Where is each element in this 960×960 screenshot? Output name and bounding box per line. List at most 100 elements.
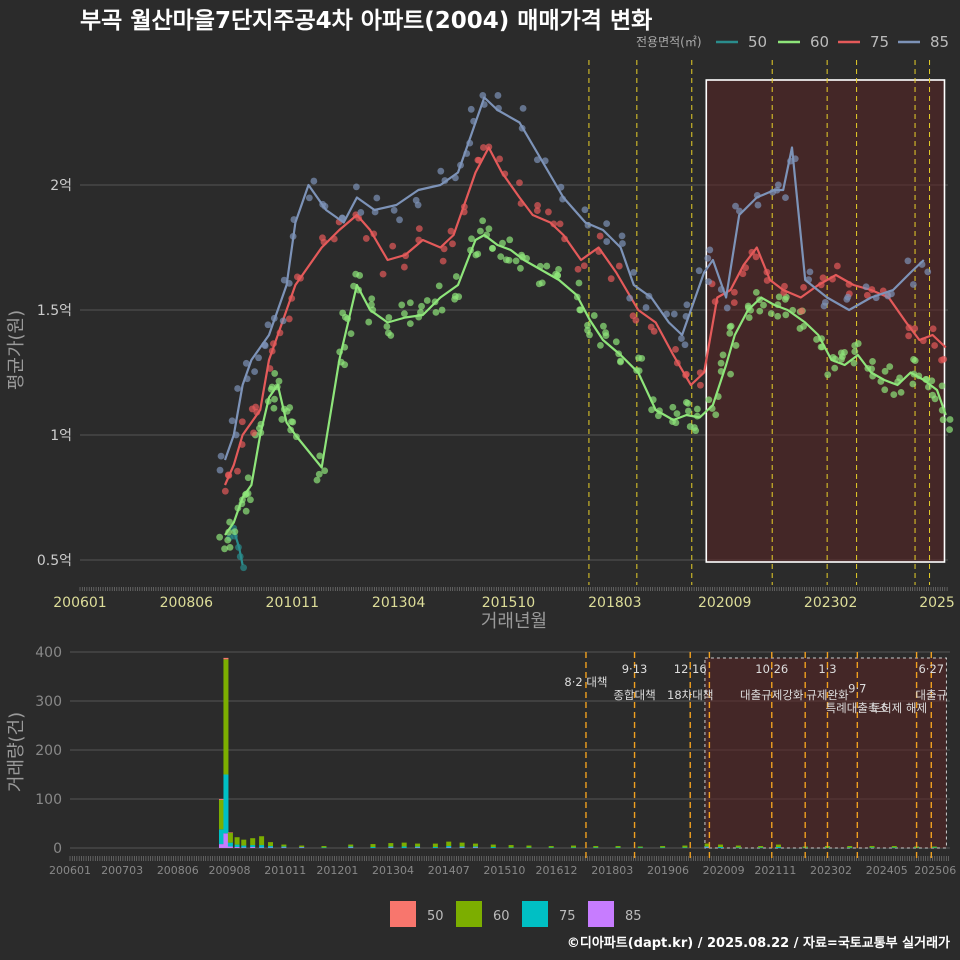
volume-bar-75 [508, 847, 514, 849]
price-scatter-point-85 [705, 278, 712, 286]
price-scatter-point-75 [863, 291, 871, 299]
volume-bar-75 [268, 846, 274, 848]
price-x-tick-label: 201510 [482, 595, 535, 611]
price-scatter-point-60 [881, 367, 889, 375]
volume-bar-60 [259, 836, 265, 846]
price-scatter-point-75 [439, 257, 447, 265]
price-scatter-point-60 [224, 536, 232, 544]
volume-bar-75 [459, 846, 465, 848]
volume-bar-60 [223, 659, 229, 775]
volume-bar-60 [370, 844, 376, 848]
price-scatter-point-60 [451, 292, 459, 300]
price-scatter-point-60 [886, 363, 894, 371]
volume-bar-75 [218, 829, 224, 845]
volume-bar-75 [241, 845, 247, 848]
price-scatter-point-75 [647, 323, 655, 331]
volume-x-tick-label: 202111 [754, 864, 796, 877]
volume-bar-75 [847, 847, 853, 849]
price-scatter-point-60 [226, 518, 234, 526]
price-scatter-point-75 [496, 155, 504, 163]
price-scatter-point-60 [576, 306, 584, 314]
volume-y-tick-label: 200 [35, 743, 62, 759]
price-scatter-point-75 [362, 235, 370, 242]
price-scatter-point-85 [706, 246, 714, 254]
volume-bar-75 [490, 847, 496, 848]
price-scatter-point-60 [775, 293, 783, 301]
price-scatter-point-85 [519, 104, 527, 112]
price-scatter-point-60 [406, 320, 414, 328]
legend-title: 전용면적(㎡) [636, 35, 702, 49]
price-scatter-point-60 [231, 528, 239, 536]
price-scatter-point-75 [234, 467, 241, 475]
volume-bar-85 [348, 847, 354, 849]
price-scatter-point-60 [813, 336, 820, 343]
price-scatter-point-60 [432, 308, 440, 316]
price-scatter-point-75 [819, 274, 827, 282]
volume-bar-75 [415, 846, 421, 848]
price-scatter-point-85 [806, 268, 814, 276]
volume-x-tick-label: 202405 [866, 864, 908, 877]
volume-bar-85 [259, 847, 265, 849]
price-scatter-point-85 [704, 254, 712, 262]
price-scatter-point-60 [452, 273, 460, 280]
price-scatter-point-85 [533, 156, 541, 164]
price-scatter-point-85 [683, 301, 691, 309]
price-scatter-point-75 [389, 242, 397, 250]
price-scatter-point-60 [760, 301, 767, 309]
price-scatter-point-60 [401, 310, 408, 318]
price-scatter-point-60 [727, 322, 735, 330]
price-scatter-point-85 [821, 298, 829, 306]
volume-bar-75 [548, 847, 554, 849]
price-scatter-point-85 [603, 220, 611, 228]
price-scatter-point-85 [695, 267, 703, 275]
volume-bar-75 [259, 845, 265, 848]
price-scatter-point-75 [731, 288, 738, 296]
volume-bar-60 [718, 844, 724, 848]
price-scatter-point-60 [385, 329, 392, 337]
price-scatter-point-85 [467, 105, 475, 113]
volume-bar-60 [250, 838, 256, 846]
price-scatter-point-60 [672, 419, 680, 427]
volume-bar-60 [299, 845, 305, 848]
legend-label-60: 60 [810, 33, 829, 51]
price-x-tick-label: 201304 [372, 595, 426, 611]
price-x-tick-label: 202302 [804, 595, 857, 611]
price-scatter-point-60 [244, 474, 252, 482]
volume-bar-85 [234, 847, 240, 848]
price-scatter-point-60 [781, 296, 789, 303]
volume-bar-75 [615, 847, 621, 849]
price-scatter-point-60 [597, 341, 604, 349]
policy-annotation: 1·3 [818, 662, 836, 676]
price-scatter-point-60 [368, 301, 375, 309]
price-x-tick-label: 202009 [698, 595, 751, 611]
volume-bar-60 [227, 832, 233, 843]
price-scatter-point-60 [289, 418, 297, 426]
volume-bar-60 [490, 844, 496, 848]
price-x-tick-label: 201803 [588, 595, 641, 611]
volume-bar-60 [268, 842, 274, 847]
volume-x-tick-label: 200908 [209, 864, 251, 877]
price-scatter-point-75 [833, 262, 841, 270]
bar-legend-swatch-50 [390, 901, 416, 927]
policy-annotation: 12·16 [674, 662, 707, 676]
price-scatter-point-60 [315, 470, 323, 478]
price-scatter-point-75 [615, 262, 623, 270]
volume-x-tick-label: 200806 [157, 864, 199, 877]
volume-bar-75 [250, 845, 256, 848]
price-scatter-point-60 [506, 236, 514, 244]
price-scatter-point-60 [648, 406, 656, 414]
volume-bar-75 [388, 846, 394, 848]
volume-bar-60 [459, 842, 465, 847]
volume-bar-60 [704, 843, 710, 847]
volume-bar-60 [548, 846, 554, 848]
price-scatter-point-85 [255, 354, 262, 362]
price-scatter-point-85 [310, 177, 318, 185]
volume-bar-75 [570, 847, 576, 849]
price-x-tick-label: 200806 [160, 595, 214, 611]
volume-bar-85 [268, 847, 274, 849]
price-scatter-point-60 [756, 307, 764, 315]
price-scatter-point-60 [555, 265, 562, 273]
price-scatter-point-60 [417, 308, 424, 316]
price-scatter-point-60 [600, 322, 607, 330]
